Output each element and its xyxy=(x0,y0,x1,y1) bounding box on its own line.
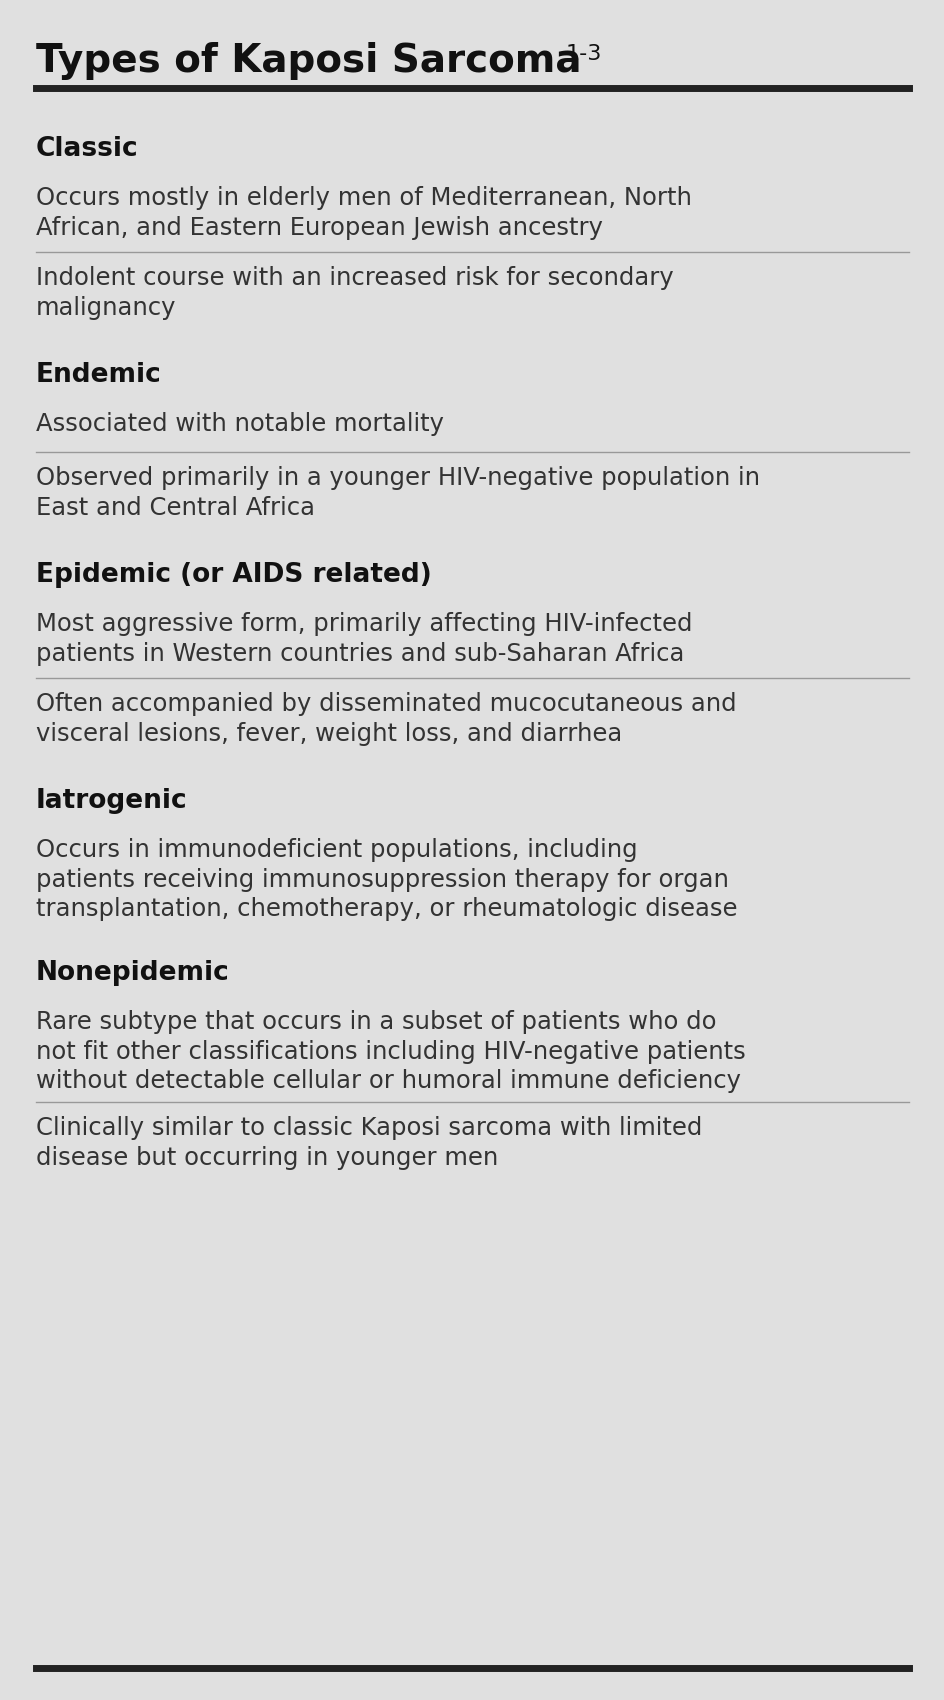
Text: Indolent course with an increased risk for secondary
malignancy: Indolent course with an increased risk f… xyxy=(36,265,673,320)
Text: Most aggressive form, primarily affecting HIV-infected
patients in Western count: Most aggressive form, primarily affectin… xyxy=(36,612,692,666)
Text: 1-3: 1-3 xyxy=(565,44,601,65)
Text: Nonepidemic: Nonepidemic xyxy=(36,960,229,986)
Text: Clinically similar to classic Kaposi sarcoma with limited
disease but occurring : Clinically similar to classic Kaposi sar… xyxy=(36,1115,701,1170)
Text: Endemic: Endemic xyxy=(36,362,161,388)
Text: Iatrogenic: Iatrogenic xyxy=(36,789,188,814)
Text: Occurs mostly in elderly men of Mediterranean, North
African, and Eastern Europe: Occurs mostly in elderly men of Mediterr… xyxy=(36,185,691,240)
Text: Classic: Classic xyxy=(36,136,139,162)
Text: Rare subtype that occurs in a subset of patients who do
not fit other classifica: Rare subtype that occurs in a subset of … xyxy=(36,1010,745,1093)
Text: Types of Kaposi Sarcoma: Types of Kaposi Sarcoma xyxy=(36,42,581,80)
Text: Observed primarily in a younger HIV-negative population in
East and Central Afri: Observed primarily in a younger HIV-nega… xyxy=(36,466,759,520)
Text: Epidemic (or AIDS related): Epidemic (or AIDS related) xyxy=(36,563,431,588)
Text: Often accompanied by disseminated mucocutaneous and
visceral lesions, fever, wei: Often accompanied by disseminated mucocu… xyxy=(36,692,735,746)
Text: Occurs in immunodeficient populations, including
patients receiving immunosuppre: Occurs in immunodeficient populations, i… xyxy=(36,838,736,921)
Text: Associated with notable mortality: Associated with notable mortality xyxy=(36,411,444,435)
